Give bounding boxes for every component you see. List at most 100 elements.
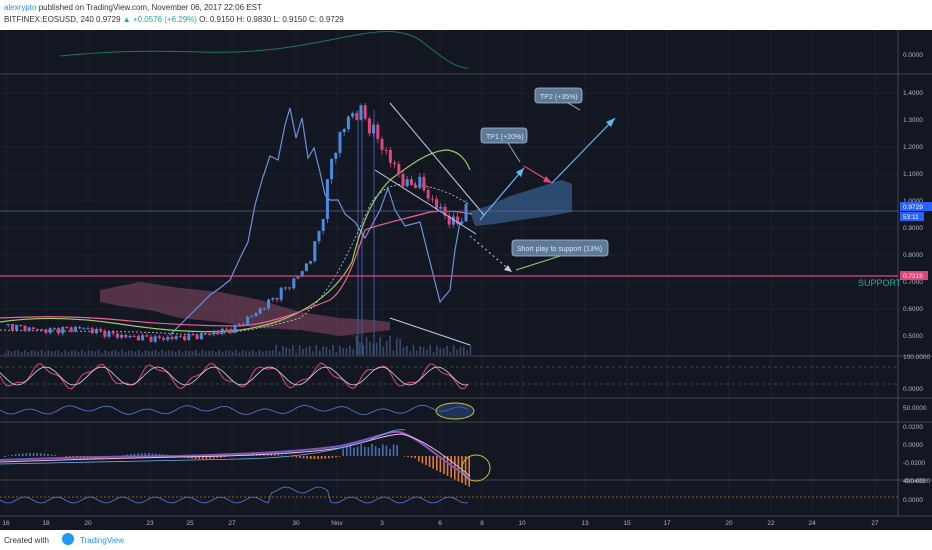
volume-bar bbox=[395, 338, 398, 355]
macd-highlight-ellipse bbox=[461, 454, 491, 482]
candle-body bbox=[178, 336, 182, 338]
pane-tick-label: 0.0000 bbox=[903, 497, 923, 504]
volume-bar bbox=[469, 345, 472, 355]
candle-body bbox=[78, 326, 82, 329]
volume-bar bbox=[235, 350, 237, 355]
candle-body bbox=[367, 118, 371, 134]
candle-body bbox=[233, 324, 237, 333]
pane-tick-label: 0.0000 bbox=[903, 386, 923, 393]
time-tick-label: 10 bbox=[518, 520, 526, 527]
price-tick-label: 1.4000 bbox=[903, 90, 923, 97]
volume-bar bbox=[436, 345, 438, 355]
macd-bar bbox=[443, 456, 445, 475]
ohlc-values: O: 0.9150 H: 0.9830 L: 0.9150 C: 0.9729 bbox=[199, 15, 344, 24]
tradingview-brand-link[interactable]: TradingView bbox=[80, 536, 125, 545]
volume-bar bbox=[238, 352, 241, 355]
macd-bar bbox=[194, 456, 197, 459]
macd-bar bbox=[299, 456, 301, 458]
volume-bar bbox=[54, 351, 56, 355]
time-tick-label: 20 bbox=[725, 520, 733, 527]
macd-bar bbox=[270, 453, 272, 456]
candle-body bbox=[27, 327, 31, 332]
volume-bar bbox=[184, 350, 187, 355]
volume-bar bbox=[349, 345, 351, 355]
candle-body bbox=[334, 152, 338, 159]
chart-header: alexrypto published on TradingView.com, … bbox=[0, 0, 932, 30]
macd-bar bbox=[148, 453, 150, 456]
volume-bar bbox=[91, 350, 93, 355]
candle-body bbox=[145, 335, 149, 337]
macd-bar bbox=[151, 453, 154, 456]
price-tick-label: 0.8000 bbox=[903, 252, 923, 259]
candle-body bbox=[174, 336, 178, 340]
volume-bar bbox=[265, 350, 267, 355]
candle-body bbox=[241, 324, 245, 326]
time-tick-label: 3 bbox=[380, 520, 384, 527]
candle-body bbox=[216, 331, 220, 334]
volume-bar bbox=[17, 350, 19, 355]
volume-bar bbox=[188, 350, 190, 355]
candle-body bbox=[157, 336, 161, 338]
volume-bar bbox=[20, 352, 23, 355]
volume-bar bbox=[372, 344, 375, 355]
candle-body bbox=[90, 328, 94, 334]
candle-body bbox=[132, 336, 136, 338]
candle-body bbox=[414, 184, 418, 188]
volume-bar bbox=[77, 352, 80, 355]
volume-bar bbox=[416, 350, 418, 355]
tp2-callout[interactable]: TP2 (+35%) bbox=[534, 87, 583, 111]
price-axis: 1.4000 1.3000 1.2000 1.1000 1.0000 0.9000 0.80… bbox=[903, 90, 923, 340]
candle-body bbox=[283, 287, 287, 289]
volume-bar bbox=[201, 350, 204, 355]
candle-body bbox=[212, 331, 216, 335]
tradingview-logo-icon bbox=[62, 533, 74, 545]
volume-bar bbox=[419, 346, 421, 355]
pane-tick-label: 100.0000 bbox=[903, 354, 930, 361]
candle-body bbox=[204, 332, 208, 334]
ma-pink-line bbox=[0, 210, 473, 327]
pane-axes: 0.0000 100.0000 0.0000 50.0000 0.0200 0.0000 -… bbox=[903, 52, 930, 504]
macd-bar bbox=[198, 456, 200, 459]
candle-body bbox=[372, 124, 376, 134]
candle-body bbox=[82, 328, 86, 330]
candle-body bbox=[422, 176, 426, 191]
volume-bar bbox=[452, 345, 455, 355]
last-price: 0.9729 bbox=[96, 15, 121, 24]
time-tick-label: 17 bbox=[663, 520, 671, 527]
candle-body bbox=[187, 333, 191, 341]
grid bbox=[0, 30, 898, 516]
volume-bar bbox=[251, 350, 254, 355]
volume-bar bbox=[288, 348, 291, 355]
tp1-label: TP1 (+20%) bbox=[486, 134, 524, 141]
candle-body bbox=[149, 336, 153, 342]
candle-body bbox=[57, 328, 61, 334]
candle-body bbox=[313, 241, 317, 262]
tp1-callout[interactable]: TP1 (+20%) bbox=[480, 127, 528, 163]
macd-line bbox=[0, 430, 471, 479]
candle-body bbox=[229, 328, 233, 333]
price-change: ▲ +0.0576 (+6.29%) bbox=[122, 15, 197, 24]
pane-tick-label: 0.0000 bbox=[903, 442, 923, 449]
candle-body bbox=[250, 316, 254, 318]
macd-bar bbox=[18, 453, 20, 456]
macd-bar bbox=[346, 445, 348, 456]
volume-bar bbox=[154, 350, 157, 355]
candle-body bbox=[409, 179, 413, 185]
candle-body bbox=[363, 105, 367, 119]
volume-bar bbox=[205, 351, 207, 355]
volume-bar bbox=[258, 350, 261, 355]
short-play-callout[interactable]: Short play to support (13%) bbox=[511, 239, 609, 271]
chart-area[interactable]: TP2 (+35%) TP1 (+20%) Short play to supp… bbox=[0, 30, 932, 530]
macd-bar bbox=[468, 456, 470, 487]
volume-bar bbox=[144, 350, 147, 355]
ichimoku-cloud-upper bbox=[470, 180, 572, 226]
volume-bar bbox=[107, 351, 110, 355]
candle-body bbox=[321, 219, 325, 231]
volume-bar bbox=[148, 351, 150, 355]
candle-body bbox=[69, 327, 73, 332]
author-link[interactable]: alexrypto bbox=[4, 3, 37, 12]
macd-bar bbox=[421, 456, 424, 464]
macd-bar bbox=[223, 456, 226, 458]
volume-bar bbox=[268, 350, 271, 355]
candle-body bbox=[115, 333, 119, 338]
